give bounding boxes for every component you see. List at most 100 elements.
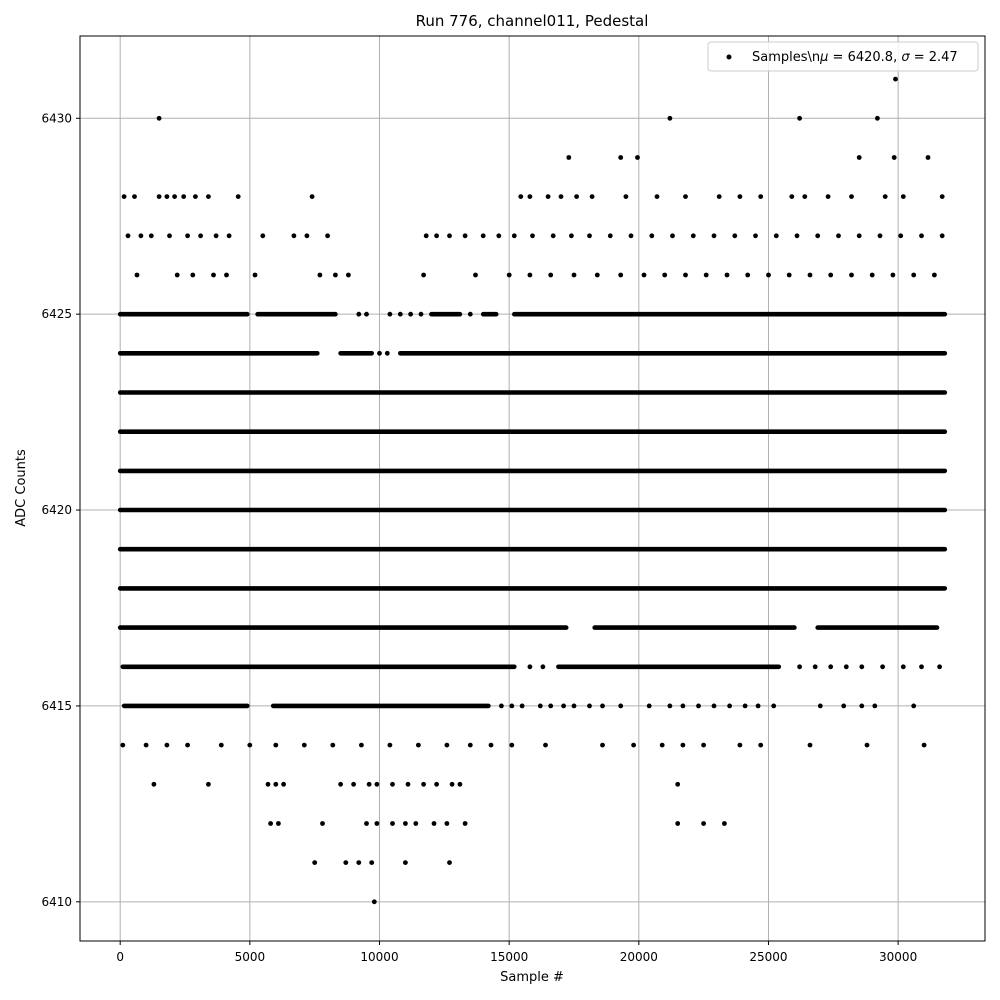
data-point — [711, 233, 717, 239]
data-point — [828, 664, 834, 670]
data-point — [589, 194, 595, 200]
data-point — [641, 272, 647, 278]
data-point — [387, 742, 393, 748]
data-point — [683, 272, 688, 278]
data-point — [828, 272, 834, 278]
data-point — [364, 821, 369, 826]
data-point — [675, 781, 681, 787]
data-point — [374, 821, 380, 826]
data-point — [260, 233, 266, 239]
data-point — [252, 272, 258, 278]
data-point — [561, 703, 566, 709]
x-tick-label: 30000 — [879, 950, 917, 964]
legend-mu-value: = 6420.8, — [828, 50, 901, 65]
data-point — [737, 742, 743, 748]
data-point — [418, 311, 424, 317]
data-point — [618, 155, 624, 160]
data-point — [701, 821, 706, 826]
data-point — [496, 233, 502, 239]
data-point — [807, 742, 813, 748]
data-point — [872, 703, 878, 709]
data-point — [921, 742, 927, 748]
data-point — [268, 821, 273, 826]
data-point — [548, 272, 554, 278]
data-point — [618, 272, 624, 278]
data-point — [900, 194, 906, 200]
data-point — [794, 233, 800, 239]
y-tick-label: 6415 — [41, 699, 72, 713]
data-point — [359, 742, 364, 748]
data-point — [462, 233, 468, 239]
data-point — [403, 821, 408, 826]
data-point — [849, 272, 854, 278]
plot-frame — [79, 35, 986, 942]
data-point — [457, 781, 463, 787]
data-point — [156, 194, 162, 200]
data-point — [143, 742, 149, 748]
data-point — [434, 233, 439, 239]
data-point — [473, 272, 478, 278]
legend-box — [707, 41, 979, 72]
data-point — [467, 742, 473, 748]
y-tick-label: 6425 — [41, 307, 72, 321]
data-point — [543, 742, 548, 748]
data-point — [722, 821, 727, 826]
data-point — [836, 233, 841, 239]
data-point — [859, 703, 865, 709]
data-point — [281, 781, 286, 787]
data-point — [172, 194, 178, 200]
data-point — [690, 233, 696, 239]
data-point — [527, 664, 533, 670]
data-point — [511, 233, 517, 239]
data-point — [309, 194, 315, 200]
data-point — [571, 272, 577, 278]
data-point — [745, 272, 751, 278]
data-point — [766, 272, 771, 278]
data-point — [138, 233, 144, 239]
data-point — [247, 742, 253, 748]
data-point — [667, 115, 673, 121]
data-point — [519, 703, 525, 709]
data-point — [786, 272, 792, 278]
data-point — [403, 860, 408, 865]
legend-mu-symbol: μ — [819, 50, 828, 65]
data-points — [117, 76, 948, 905]
data-point — [527, 194, 533, 200]
data-point — [423, 233, 429, 239]
data-point — [434, 781, 439, 787]
data-point — [771, 703, 777, 709]
data-point — [545, 194, 551, 200]
data-point — [727, 703, 732, 709]
x-tick-label: 10000 — [360, 950, 398, 964]
data-point — [320, 821, 325, 826]
data-point — [817, 703, 823, 709]
data-point — [351, 781, 356, 787]
data-point — [480, 233, 486, 239]
legend-marker — [726, 54, 732, 60]
data-point — [623, 194, 629, 200]
data-point — [462, 821, 468, 826]
data-point — [444, 821, 450, 826]
data-point — [421, 272, 426, 278]
data-point — [377, 350, 382, 356]
data-point — [667, 703, 673, 709]
data-point — [206, 194, 211, 200]
data-point — [683, 194, 688, 200]
data-point — [125, 233, 131, 239]
data-point — [571, 703, 577, 709]
data-point — [937, 664, 942, 670]
y-tick-label: 6430 — [41, 111, 72, 125]
data-point — [218, 742, 224, 748]
data-point — [301, 742, 307, 748]
data-point — [550, 233, 556, 239]
data-point — [185, 742, 191, 748]
data-point — [447, 233, 452, 239]
data-point — [416, 742, 421, 748]
data-point — [371, 899, 377, 905]
data-point — [880, 664, 885, 670]
data-point — [758, 194, 764, 200]
data-point — [675, 821, 681, 826]
data-point — [132, 194, 137, 200]
data-point — [151, 781, 157, 787]
